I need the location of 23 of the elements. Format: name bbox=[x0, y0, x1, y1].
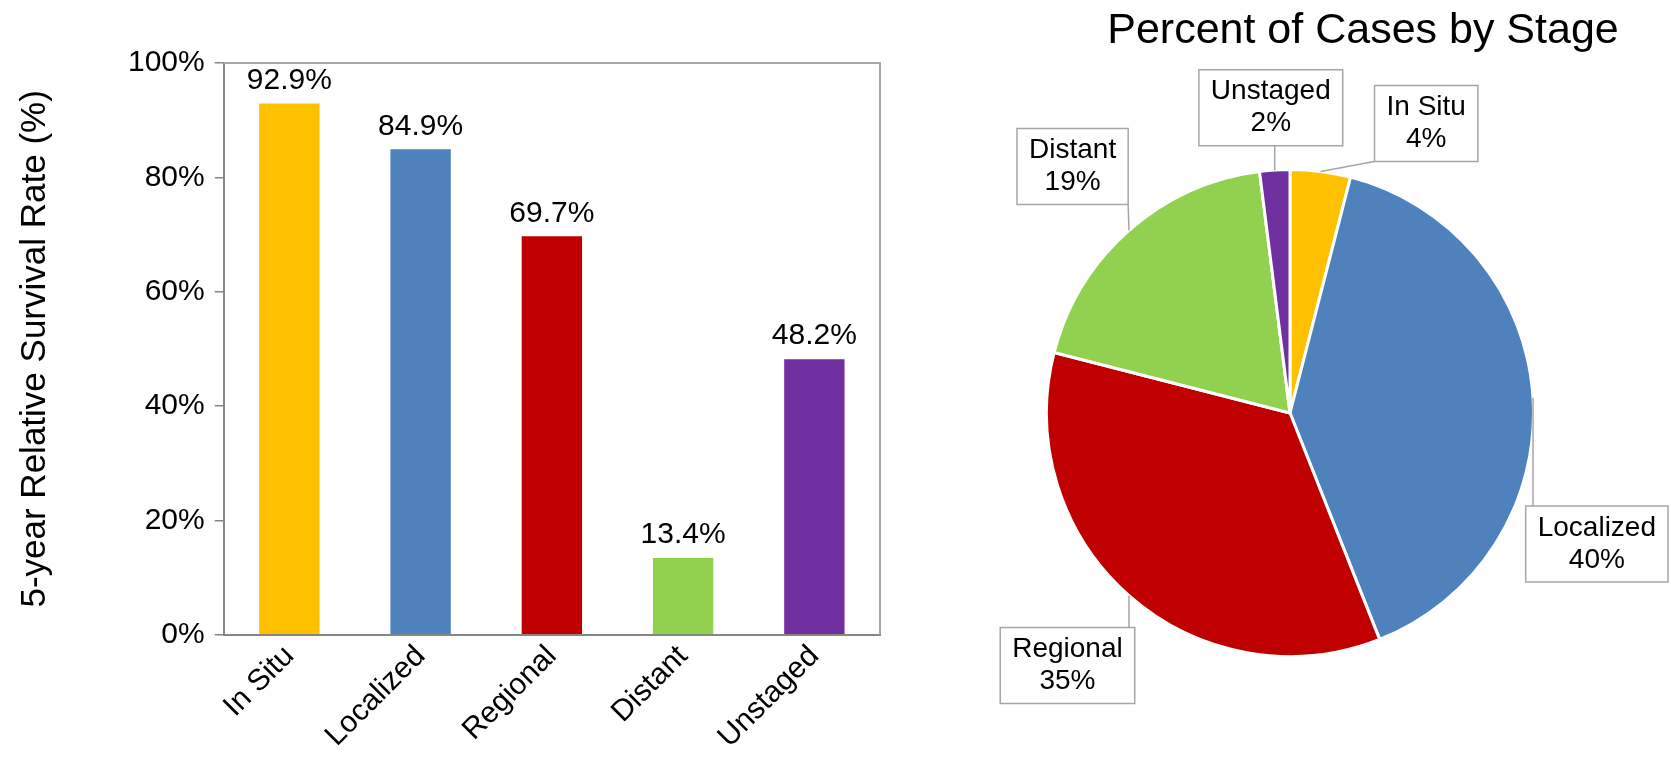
slice-label: In Situ bbox=[1386, 90, 1466, 122]
y-tick-label: 40% bbox=[144, 387, 205, 421]
data-label: 84.9% bbox=[378, 107, 464, 141]
data-label: 35% bbox=[1039, 664, 1096, 696]
data-label: 48.2% bbox=[771, 317, 857, 351]
data-label: 4% bbox=[1405, 122, 1447, 154]
data-label: 19% bbox=[1044, 165, 1101, 197]
x-tick-label: In Situ bbox=[215, 638, 300, 722]
y-tick-label: 60% bbox=[144, 272, 205, 306]
data-label: 92.9% bbox=[246, 61, 332, 95]
data-label: 69.7% bbox=[509, 194, 595, 228]
slice-label: Distant bbox=[1029, 133, 1117, 165]
slice-label: Localized bbox=[1537, 510, 1656, 542]
data-label: 13.4% bbox=[640, 516, 726, 550]
y-axis-title: 5-year Relative Survival Rate (%) bbox=[12, 90, 52, 608]
y-tick-label: 20% bbox=[144, 501, 205, 535]
y-tick-label: 80% bbox=[144, 158, 205, 192]
data-label: 2% bbox=[1250, 106, 1292, 138]
y-tick-label: 100% bbox=[127, 44, 205, 78]
slice-label: Unstaged bbox=[1210, 74, 1331, 106]
y-tick-label: 0% bbox=[161, 616, 205, 649]
data-label: 40% bbox=[1568, 542, 1625, 574]
chart-title: Percent of Cases by Stage bbox=[1106, 3, 1620, 53]
